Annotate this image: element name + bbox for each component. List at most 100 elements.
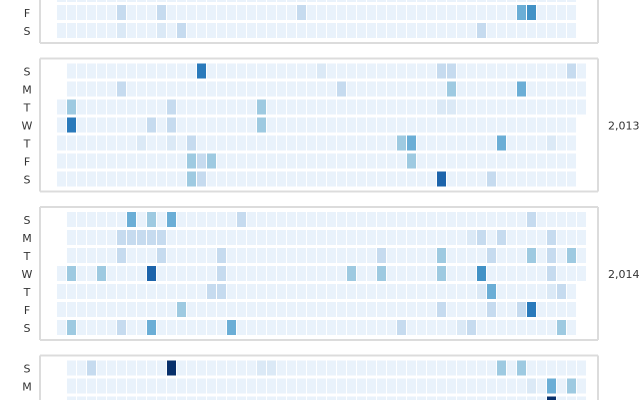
day-cell[interactable] — [557, 23, 566, 38]
day-cell[interactable] — [417, 360, 426, 376]
day-cell[interactable] — [527, 320, 536, 335]
day-cell[interactable] — [87, 5, 96, 20]
day-cell[interactable] — [227, 0, 236, 2]
day-cell[interactable] — [337, 212, 346, 227]
day-cell[interactable] — [167, 153, 176, 169]
day-cell[interactable] — [317, 212, 326, 227]
day-cell[interactable] — [177, 302, 186, 317]
day-cell[interactable] — [457, 135, 466, 151]
day-cell[interactable] — [477, 360, 486, 376]
day-cell[interactable] — [307, 171, 316, 187]
day-cell[interactable] — [427, 135, 436, 151]
day-cell[interactable] — [207, 320, 216, 335]
day-cell[interactable] — [547, 63, 556, 79]
day-cell[interactable] — [397, 0, 406, 2]
day-cell[interactable] — [217, 5, 226, 20]
day-cell[interactable] — [507, 171, 516, 187]
day-cell[interactable] — [277, 99, 286, 115]
day-cell[interactable] — [447, 171, 456, 187]
day-cell[interactable] — [577, 360, 586, 376]
day-cell[interactable] — [377, 360, 386, 376]
day-cell[interactable] — [377, 248, 386, 263]
day-cell[interactable] — [437, 153, 446, 169]
day-cell[interactable] — [487, 320, 496, 335]
day-cell[interactable] — [137, 360, 146, 376]
day-cell[interactable] — [297, 23, 306, 38]
day-cell[interactable] — [357, 266, 366, 281]
day-cell[interactable] — [357, 117, 366, 133]
day-cell[interactable] — [87, 0, 96, 2]
day-cell[interactable] — [367, 23, 376, 38]
day-cell[interactable] — [287, 99, 296, 115]
day-cell[interactable] — [487, 117, 496, 133]
day-cell[interactable] — [377, 396, 386, 400]
day-cell[interactable] — [437, 212, 446, 227]
day-cell[interactable] — [437, 284, 446, 299]
day-cell[interactable] — [477, 266, 486, 281]
day-cell[interactable] — [487, 396, 496, 400]
day-cell[interactable] — [127, 99, 136, 115]
day-cell[interactable] — [457, 378, 466, 394]
day-cell[interactable] — [117, 63, 126, 79]
day-cell[interactable] — [357, 320, 366, 335]
day-cell[interactable] — [137, 378, 146, 394]
day-cell[interactable] — [467, 302, 476, 317]
day-cell[interactable] — [77, 153, 86, 169]
day-cell[interactable] — [507, 23, 516, 38]
day-cell[interactable] — [517, 135, 526, 151]
day-cell[interactable] — [537, 360, 546, 376]
day-cell[interactable] — [277, 212, 286, 227]
day-cell[interactable] — [497, 248, 506, 263]
day-cell[interactable] — [187, 320, 196, 335]
day-cell[interactable] — [87, 63, 96, 79]
day-cell[interactable] — [127, 171, 136, 187]
day-cell[interactable] — [367, 99, 376, 115]
day-cell[interactable] — [97, 212, 106, 227]
day-cell[interactable] — [197, 153, 206, 169]
day-cell[interactable] — [547, 378, 556, 394]
day-cell[interactable] — [387, 135, 396, 151]
day-cell[interactable] — [487, 81, 496, 97]
day-cell[interactable] — [217, 248, 226, 263]
day-cell[interactable] — [107, 117, 116, 133]
day-cell[interactable] — [357, 0, 366, 2]
day-cell[interactable] — [517, 248, 526, 263]
day-cell[interactable] — [67, 360, 76, 376]
day-cell[interactable] — [247, 284, 256, 299]
day-cell[interactable] — [87, 23, 96, 38]
day-cell[interactable] — [227, 320, 236, 335]
day-cell[interactable] — [247, 320, 256, 335]
day-cell[interactable] — [187, 248, 196, 263]
day-cell[interactable] — [497, 5, 506, 20]
day-cell[interactable] — [537, 117, 546, 133]
day-cell[interactable] — [507, 63, 516, 79]
day-cell[interactable] — [117, 117, 126, 133]
day-cell[interactable] — [277, 284, 286, 299]
day-cell[interactable] — [447, 230, 456, 245]
day-cell[interactable] — [107, 284, 116, 299]
day-cell[interactable] — [457, 23, 466, 38]
day-cell[interactable] — [397, 135, 406, 151]
day-cell[interactable] — [377, 230, 386, 245]
day-cell[interactable] — [287, 153, 296, 169]
day-cell[interactable] — [137, 5, 146, 20]
day-cell[interactable] — [287, 171, 296, 187]
day-cell[interactable] — [57, 99, 66, 115]
day-cell[interactable] — [87, 171, 96, 187]
day-cell[interactable] — [147, 266, 156, 281]
day-cell[interactable] — [257, 5, 266, 20]
day-cell[interactable] — [107, 302, 116, 317]
day-cell[interactable] — [57, 320, 66, 335]
day-cell[interactable] — [197, 396, 206, 400]
day-cell[interactable] — [227, 302, 236, 317]
day-cell[interactable] — [137, 153, 146, 169]
day-cell[interactable] — [367, 0, 376, 2]
day-cell[interactable] — [357, 248, 366, 263]
day-cell[interactable] — [517, 153, 526, 169]
day-cell[interactable] — [207, 171, 216, 187]
day-cell[interactable] — [327, 248, 336, 263]
day-cell[interactable] — [97, 117, 106, 133]
day-cell[interactable] — [247, 360, 256, 376]
day-cell[interactable] — [267, 99, 276, 115]
day-cell[interactable] — [287, 320, 296, 335]
